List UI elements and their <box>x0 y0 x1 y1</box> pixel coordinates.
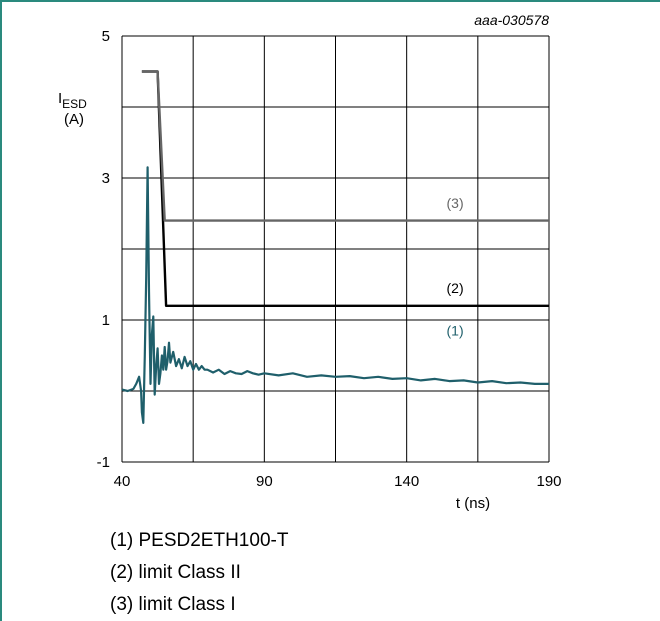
figure-id: aaa-030578 <box>474 12 549 28</box>
y-tick-label: 1 <box>102 312 110 329</box>
series-label-3: (3) <box>447 195 464 211</box>
y-axis-unit: (A) <box>64 111 84 128</box>
x-tick-label: 90 <box>256 473 273 490</box>
x-tick-label: 40 <box>114 473 131 490</box>
y-tick-label: 5 <box>102 28 110 45</box>
y-axis-label: IESD <box>58 90 87 111</box>
series-label-1: (1) <box>447 323 464 339</box>
x-axis-label: t (ns) <box>456 495 490 512</box>
legend-item-1: (1) PESD2ETH100-T <box>110 530 289 551</box>
x-tick-label: 190 <box>536 473 561 490</box>
y-tick-label: 3 <box>102 170 110 187</box>
series-line-3 <box>141 70 549 222</box>
x-tick-label: 140 <box>394 473 419 490</box>
esd-current-chart: aaa-030578 5 3 1 -140 90 140 190 IESD(A) t (ns) (1… <box>58 12 562 512</box>
legend-item-3: (3) limit Class I <box>110 594 236 615</box>
series-label-2: (2) <box>447 280 464 296</box>
y-tick-label: -1 <box>97 454 110 471</box>
series-line-1 <box>121 166 549 424</box>
legend-item-2: (2) limit Class II <box>110 562 241 583</box>
